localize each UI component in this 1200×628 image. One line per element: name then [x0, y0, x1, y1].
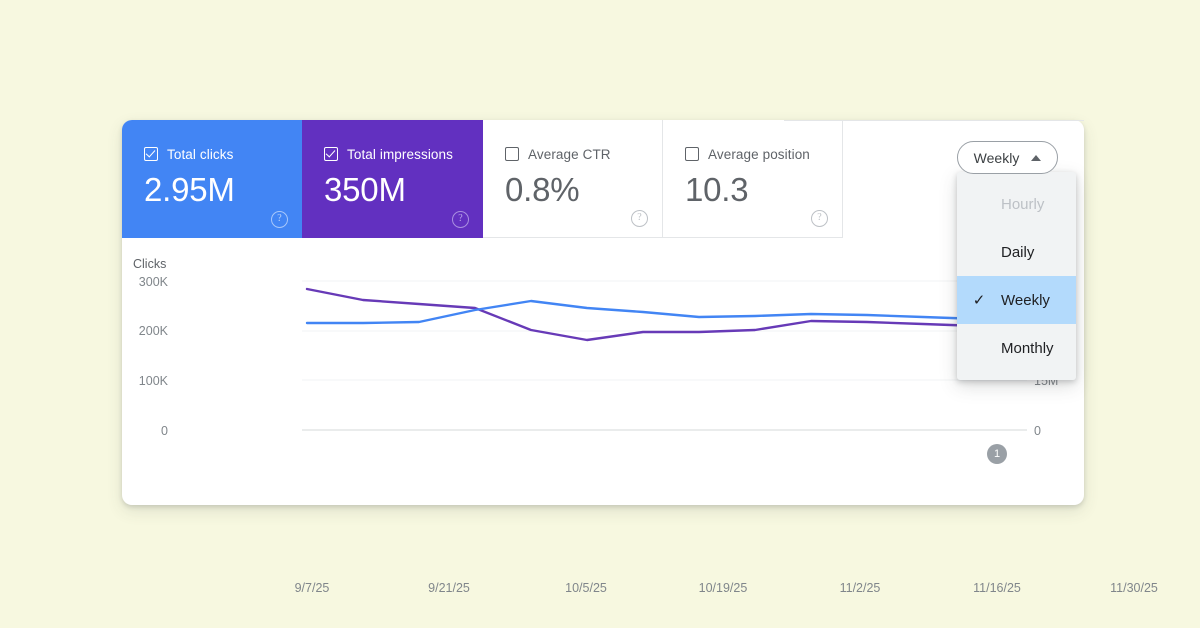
- performance-chart: Clicks 300K 200K 100K 0 15M 0 9/7/25 9/2…: [122, 238, 1158, 595]
- menu-item-label: Hourly: [1001, 195, 1045, 213]
- series-line-total-clicks: [305, 299, 1029, 325]
- y-axis-tick-left: 100K: [138, 374, 168, 388]
- checkbox-unchecked-icon[interactable]: [685, 147, 699, 161]
- metric-card-average-position[interactable]: Average position 10.3 ?: [663, 120, 843, 238]
- metric-card-header: Total clicks: [144, 146, 302, 162]
- y-axis-tick-left: 300K: [138, 275, 168, 289]
- series-line-total-impressions: [305, 287, 1029, 342]
- metric-card-label: Average position: [708, 146, 810, 162]
- metric-card-header: Average position: [685, 146, 842, 162]
- checkbox-checked-icon[interactable]: [144, 147, 158, 161]
- metric-card-header: Average CTR: [505, 146, 662, 162]
- check-icon: ✓: [972, 292, 986, 309]
- metric-card-average-ctr[interactable]: Average CTR 0.8% ?: [483, 120, 663, 238]
- y-axis-tick-left: 0: [161, 424, 168, 438]
- chart-plot-area: [302, 280, 1029, 431]
- chart-annotation-marker[interactable]: 1: [987, 444, 1007, 464]
- metric-card-total-impressions[interactable]: Total impressions 350M ?: [302, 120, 483, 238]
- metric-card-value: 0.8%: [505, 171, 580, 208]
- period-selector-button[interactable]: Weekly: [957, 141, 1058, 174]
- menu-item-label: Daily: [1001, 243, 1035, 261]
- metric-cards-row: Total clicks 2.95M ? Total impressions 3…: [122, 120, 843, 238]
- x-axis-tick: 9/21/25: [428, 581, 470, 595]
- cards-row-divider: [784, 120, 1084, 121]
- y-axis-tick-left: 200K: [138, 324, 168, 338]
- help-circle-icon[interactable]: ?: [271, 211, 288, 228]
- menu-item-weekly[interactable]: ✓ Weekly: [957, 276, 1076, 324]
- menu-item-monthly[interactable]: Monthly: [957, 324, 1076, 372]
- menu-item-hourly: Hourly: [957, 180, 1076, 228]
- x-axis-tick: 11/16/25: [973, 581, 1021, 595]
- y-axis-title: Clicks: [133, 257, 167, 271]
- x-axis-tick: 11/2/25: [839, 581, 881, 595]
- metric-card-value: 2.95M: [144, 171, 235, 208]
- x-axis-tick: 9/7/25: [294, 581, 330, 595]
- checkbox-unchecked-icon[interactable]: [505, 147, 519, 161]
- menu-item-daily[interactable]: Daily: [957, 228, 1076, 276]
- help-circle-icon[interactable]: ?: [811, 210, 828, 227]
- metric-card-value: 350M: [324, 171, 406, 208]
- metric-card-header: Total impressions: [324, 146, 483, 162]
- metric-card-total-clicks[interactable]: Total clicks 2.95M ?: [122, 120, 302, 238]
- search-performance-panel: Total clicks 2.95M ? Total impressions 3…: [122, 120, 1158, 595]
- y-axis-tick-right: 0: [1034, 424, 1041, 438]
- x-axis-tick: 11/30/25: [1110, 581, 1158, 595]
- period-selector-label: Weekly: [973, 149, 1020, 166]
- metric-card-label: Average CTR: [528, 146, 611, 162]
- checkbox-checked-icon[interactable]: [324, 147, 338, 161]
- x-axis-tick: 10/19/25: [698, 581, 748, 595]
- help-circle-icon[interactable]: ?: [631, 210, 648, 227]
- metric-card-label: Total clicks: [167, 146, 234, 162]
- period-selector-menu: Hourly Daily ✓ Weekly Monthly: [957, 172, 1076, 380]
- menu-item-label: Monthly: [1001, 339, 1054, 357]
- help-circle-icon[interactable]: ?: [452, 211, 469, 228]
- metric-card-value: 10.3: [685, 171, 749, 208]
- metric-card-label: Total impressions: [347, 146, 453, 162]
- menu-item-label: Weekly: [1001, 291, 1050, 309]
- x-axis-tick: 10/5/25: [565, 581, 607, 595]
- caret-up-icon: [1031, 154, 1042, 161]
